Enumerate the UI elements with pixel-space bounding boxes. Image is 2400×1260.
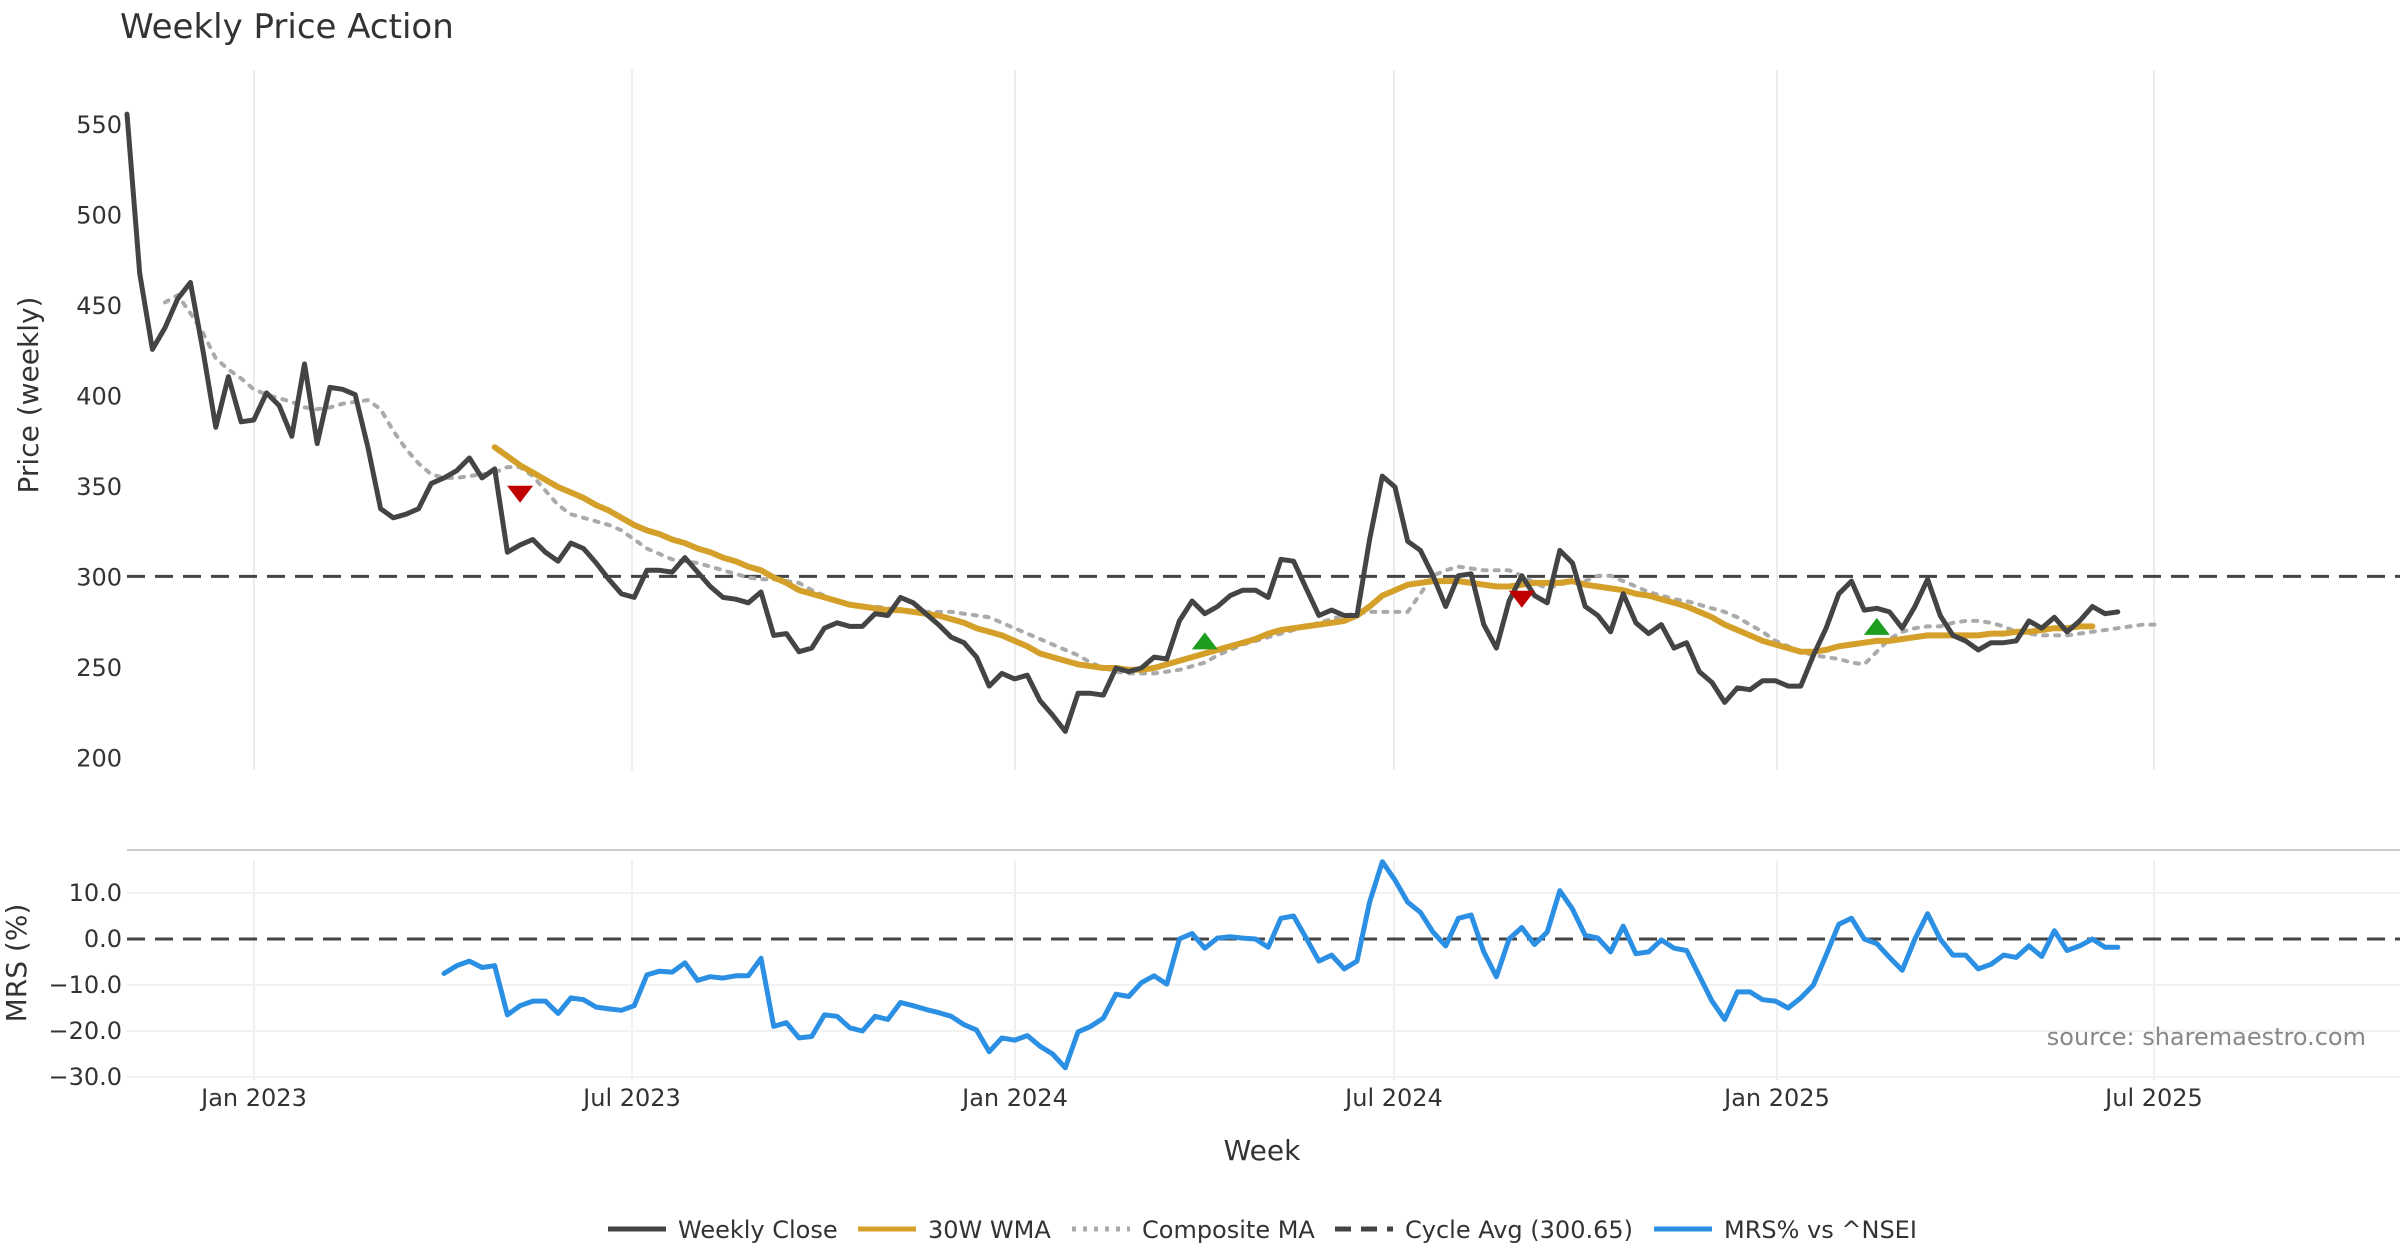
- price-y-tick-label: 200: [76, 745, 122, 773]
- price-y-tick-label: 350: [76, 473, 122, 501]
- price-y-tick-label: 400: [76, 383, 122, 411]
- chart-title: Weekly Price Action: [120, 7, 454, 47]
- x-tick-label: Jan 2023: [199, 1084, 307, 1112]
- mrs-y-tick-label: −30.0: [48, 1063, 122, 1091]
- x-tick-label: Jan 2025: [1722, 1084, 1830, 1112]
- x-tick-label: Jul 2024: [1343, 1084, 1443, 1112]
- price-plot-area: [124, 111, 2400, 734]
- x-ticks: Jan 2023 Jul 2023 Jan 2024 Jul 2024 Jan 2025…: [199, 1084, 2203, 1112]
- x-tick-label: Jul 2023: [581, 1084, 681, 1112]
- x-axis-label: Week: [1224, 1134, 1301, 1167]
- source-caption: source: sharemaestro.com: [2047, 1023, 2366, 1051]
- legend: Weekly Close 30W WMA Composite MA Cycle Avg…: [608, 1216, 1917, 1244]
- price-y-tick-label: 450: [76, 292, 122, 320]
- price-y-tick-label: 550: [76, 111, 122, 139]
- series-line-composite-ma: [163, 293, 2158, 676]
- price-y-tick-label: 300: [76, 564, 122, 592]
- mrs-gridlines: [127, 860, 2400, 1080]
- buy-signal-marker: [1191, 632, 1218, 650]
- buy-signal-marker: [1863, 617, 1890, 635]
- legend-label: Composite MA: [1142, 1216, 1315, 1244]
- x-tick-label: Jan 2024: [960, 1084, 1068, 1112]
- mrs-y-tick-label: −20.0: [48, 1017, 122, 1045]
- price-gridlines: [253, 70, 2155, 770]
- legend-label: Cycle Avg (300.65): [1405, 1216, 1633, 1244]
- mrs-y-tick-label: 0.0: [84, 925, 122, 953]
- mrs-plot-area: [127, 859, 2400, 1071]
- mrs-y-tick-label: 10.0: [69, 879, 122, 907]
- mrs-y-ticks: 10.0 0.0 −10.0 −20.0 −30.0: [48, 879, 122, 1091]
- legend-label: Weekly Close: [678, 1216, 838, 1244]
- mrs-y-tick-label: −10.0: [48, 971, 122, 999]
- price-y-ticks: 200 250 300 350 400 450 500 550: [76, 111, 122, 773]
- series-line-30w-wma: [491, 444, 2096, 673]
- series-line-mrs: [441, 859, 2121, 1071]
- price-y-tick-label: 250: [76, 654, 122, 682]
- price-y-axis-label: Price (weekly): [12, 297, 45, 494]
- mrs-y-axis-label: MRS (%): [0, 904, 33, 1023]
- legend-label: 30W WMA: [928, 1216, 1051, 1244]
- sell-signal-marker: [1508, 590, 1535, 608]
- x-tick-label: Jul 2025: [2103, 1084, 2203, 1112]
- series-line-weekly-close: [124, 111, 2121, 734]
- sell-signal-marker: [507, 485, 534, 503]
- legend-label: MRS% vs ^NSEI: [1724, 1216, 1917, 1244]
- price-y-tick-label: 500: [76, 202, 122, 230]
